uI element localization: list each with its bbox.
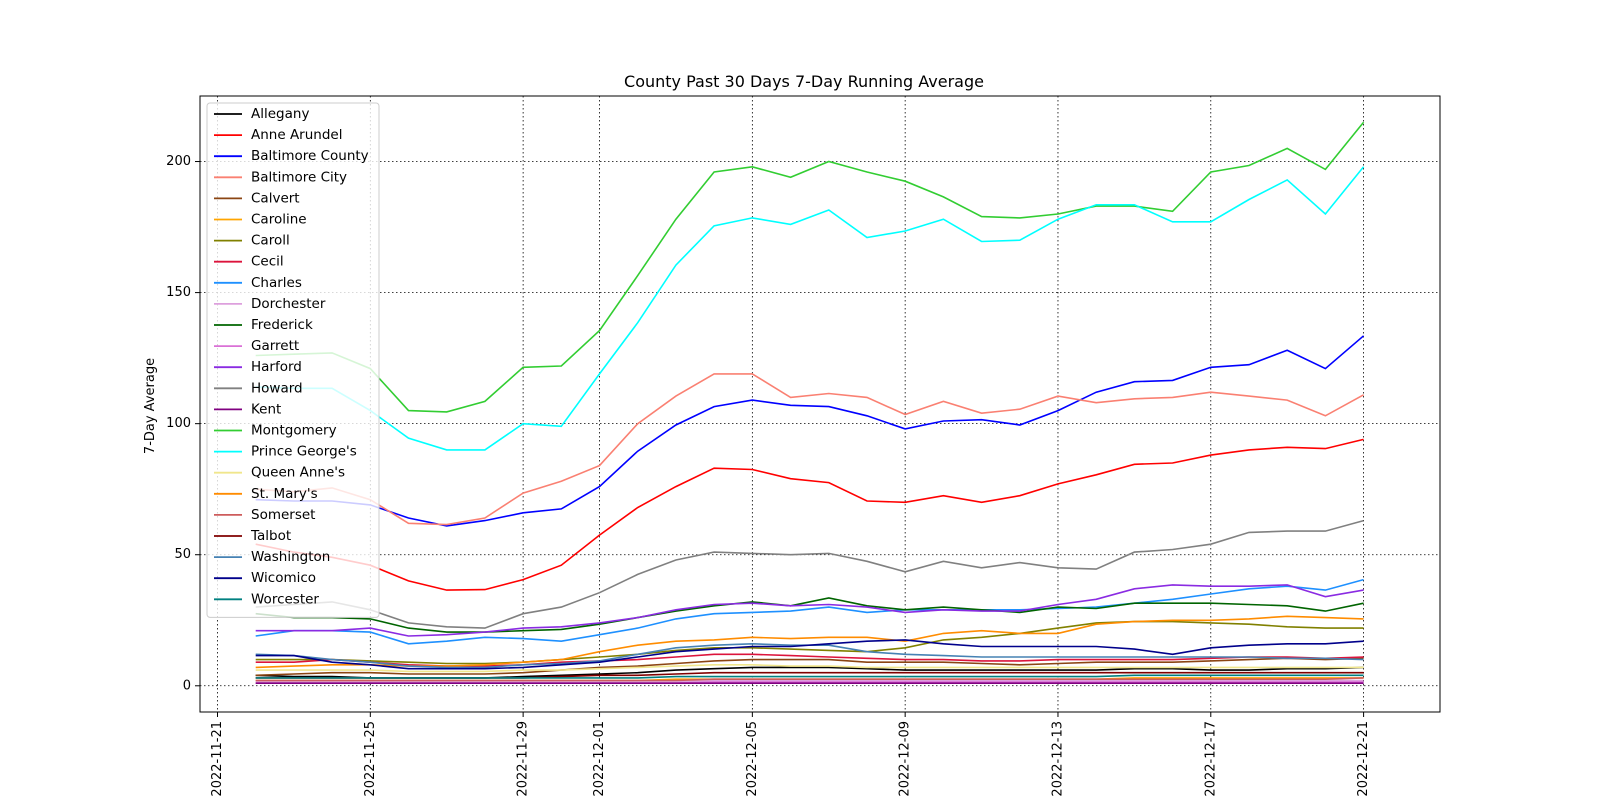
legend-entry: Harford <box>251 359 302 375</box>
series-line-baltimore-city <box>255 373 1364 526</box>
y-tick-label: 0 <box>183 678 191 693</box>
legend-entry: Anne Arundel <box>251 127 342 143</box>
x-axis: 2022-11-21 2022-11-25 2022-11-29 2022-12-01… <box>210 712 1371 797</box>
series-line-harford <box>255 584 1364 637</box>
series-line-prince-george-s <box>255 166 1365 451</box>
plot-frame <box>199 95 1441 713</box>
legend-entry: Baltimore County <box>251 148 369 164</box>
legend-entry: St. Mary's <box>251 486 318 502</box>
legend-entry: Allegany <box>251 106 309 122</box>
legend-entry: Caroline <box>251 212 307 228</box>
series-line-caroll <box>255 620 1364 665</box>
series-line-montgomery <box>255 121 1365 413</box>
legend-entry: Queen Anne's <box>251 465 345 481</box>
y-tick-label: 150 <box>166 285 191 300</box>
series-line-anne-arundel <box>255 438 1364 591</box>
legend-entry: Calvert <box>251 190 300 206</box>
legend-entry: Wicomico <box>251 570 316 586</box>
series-line-somerset <box>255 677 1364 682</box>
y-tick-label: 200 <box>166 154 191 169</box>
y-tick-label: 100 <box>166 416 191 431</box>
legend-entry: Kent <box>251 401 281 417</box>
legend-entry: Baltimore City <box>251 169 347 185</box>
series-line-wicomico <box>255 639 1364 670</box>
legend-entry: Somerset <box>251 507 315 523</box>
x-tick-label: 2022-12-01 <box>592 721 607 797</box>
x-tick-label: 2022-12-13 <box>1050 721 1065 797</box>
legend-entry: Howard <box>251 380 303 396</box>
x-tick-label: 2022-12-05 <box>745 721 760 797</box>
x-tick-label: 2022-11-25 <box>363 721 378 797</box>
y-tick-label: 50 <box>174 547 191 562</box>
x-tick-label: 2022-12-09 <box>898 721 913 797</box>
y-axis-label: 7-Day Average <box>143 358 158 454</box>
legend-box <box>206 102 380 618</box>
x-tick-label: 2022-12-21 <box>1356 721 1371 797</box>
x-tick-label: 2022-11-21 <box>210 721 225 797</box>
series-line-st-mary-s <box>255 615 1364 669</box>
legend-entry: Prince George's <box>251 444 357 460</box>
legend-entry: Frederick <box>251 317 313 333</box>
series-layer <box>255 121 1365 685</box>
legend-entry: Caroll <box>251 233 290 249</box>
legend-entry: Cecil <box>251 254 284 270</box>
legend-entry: Montgomery <box>251 423 337 439</box>
series-line-worcester <box>255 674 1364 679</box>
legend-entry: Garrett <box>251 338 299 354</box>
legend-entry: Talbot <box>250 528 291 544</box>
grid <box>200 96 1440 712</box>
series-line-howard <box>255 519 1364 629</box>
series-line-queen-anne-s <box>255 663 1364 673</box>
legend-entry: Washington <box>251 549 330 565</box>
legend-entry: Worcester <box>251 591 319 607</box>
x-tick-label: 2022-12-17 <box>1203 721 1218 797</box>
x-tick-label: 2022-11-29 <box>516 721 531 797</box>
y-axis: 0 50 100 150 200 <box>166 154 200 693</box>
series-line-frederick <box>255 597 1364 633</box>
legend-entry: Charles <box>251 275 302 291</box>
legend-entry: Dorchester <box>251 296 326 312</box>
series-line-dorchester <box>255 679 1364 683</box>
series-line-charles <box>255 578 1364 645</box>
series-line-calvert <box>255 657 1364 677</box>
legend: Allegany Anne Arundel Baltimore County Balt… <box>206 102 380 618</box>
chart-title: County Past 30 Days 7-Day Running Averag… <box>624 72 984 91</box>
